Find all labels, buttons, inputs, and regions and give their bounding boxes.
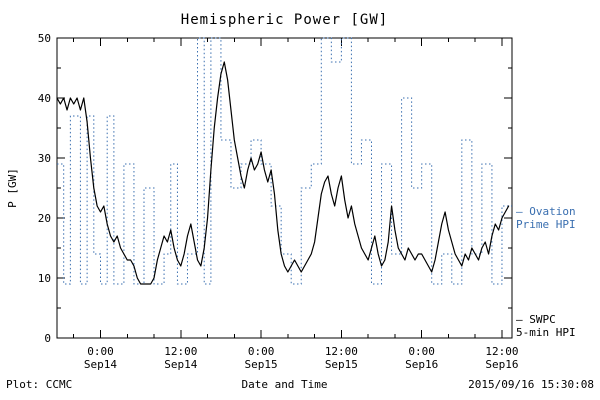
svg-text:Sep15: Sep15 — [325, 358, 358, 371]
legend-swpc: — SWPC 5-min HPI — [516, 313, 576, 339]
svg-text:12:00: 12:00 — [485, 345, 518, 358]
svg-text:Sep15: Sep15 — [245, 358, 278, 371]
svg-text:Sep14: Sep14 — [84, 358, 117, 371]
svg-text:0:00: 0:00 — [408, 345, 435, 358]
svg-text:20: 20 — [38, 212, 51, 225]
svg-text:P [GW]: P [GW] — [6, 168, 19, 208]
legend-ovation-marker: — — [516, 205, 523, 218]
legend-ovation-label-2: Prime HPI — [516, 218, 576, 231]
svg-text:Sep16: Sep16 — [405, 358, 438, 371]
svg-text:40: 40 — [38, 92, 51, 105]
legend-ovation: — Ovation Prime HPI — [516, 205, 576, 231]
legend-swpc-label-2: 5-min HPI — [516, 326, 576, 339]
plot-source-label: Plot: CCMC — [6, 378, 73, 391]
svg-text:0:00: 0:00 — [248, 345, 275, 358]
svg-text:12:00: 12:00 — [164, 345, 197, 358]
legend-ovation-label-1: Ovation — [529, 205, 576, 218]
legend-swpc-marker: — — [516, 313, 523, 326]
chart-title: Hemispheric Power [GW] — [180, 12, 389, 28]
x-axis-title: Date and Time — [241, 378, 328, 391]
legend-swpc-label-1: SWPC — [529, 313, 556, 326]
svg-text:0: 0 — [44, 332, 51, 345]
svg-text:0:00: 0:00 — [87, 345, 114, 358]
svg-text:10: 10 — [38, 272, 51, 285]
svg-text:Sep14: Sep14 — [164, 358, 197, 371]
timestamp-label: 2015/09/16 15:30:08 — [468, 378, 594, 391]
svg-text:50: 50 — [38, 32, 51, 45]
svg-text:30: 30 — [38, 152, 51, 165]
svg-text:12:00: 12:00 — [325, 345, 358, 358]
svg-text:Sep16: Sep16 — [485, 358, 518, 371]
